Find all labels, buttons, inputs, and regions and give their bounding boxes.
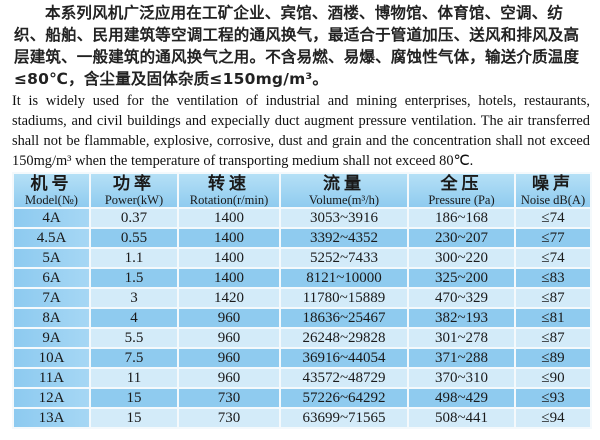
cell-volume: 3392~4352 — [279, 227, 409, 249]
cell-volume: 57226~64292 — [279, 387, 409, 409]
table-row: 13A 15 730 63699~71565 508~441 ≤94 — [12, 407, 592, 429]
cell-model: 13A — [12, 407, 91, 429]
cell-power: 1.1 — [89, 247, 179, 269]
cell-model: 10A — [12, 347, 91, 369]
header-pressure: 全压 Pressure (Pa) — [407, 172, 516, 209]
header-rotation: 转速 Rotation(r/min) — [177, 172, 281, 209]
cell-volume: 5252~7433 — [279, 247, 409, 269]
cell-power: 15 — [89, 407, 179, 429]
cell-rotation: 730 — [177, 387, 281, 409]
cell-pressure: 470~329 — [407, 287, 516, 309]
cell-volume: 8121~10000 — [279, 267, 409, 289]
header-volume: 流量 Volume(m³/h) — [279, 172, 409, 209]
table-row: 5A 1.1 1400 5252~7433 300~220 ≤74 — [12, 247, 592, 269]
cell-noise: ≤83 — [514, 267, 592, 289]
header-model: 机号 Model(№) — [12, 172, 91, 209]
cell-pressure: 370~310 — [407, 367, 516, 389]
cell-volume: 26248~29828 — [279, 327, 409, 349]
cell-pressure: 371~288 — [407, 347, 516, 369]
cell-power: 15 — [89, 387, 179, 409]
cell-rotation: 960 — [177, 367, 281, 389]
cell-pressure: 508~441 — [407, 407, 516, 429]
specs-table: 机号 Model(№) 功率 Power(kW) 转速 Rotation(r/min)… — [12, 172, 592, 429]
header-noise: 噪声 Noise dB(A) — [514, 172, 592, 209]
header-power: 功率 Power(kW) — [89, 172, 179, 209]
cell-pressure: 498~429 — [407, 387, 516, 409]
cell-power: 0.37 — [89, 207, 179, 229]
cell-rotation: 960 — [177, 307, 281, 329]
cell-power: 5.5 — [89, 327, 179, 349]
table-header: 机号 Model(№) 功率 Power(kW) 转速 Rotation(r/min)… — [12, 172, 592, 209]
table-row: 11A 11 960 43572~48729 370~310 ≤90 — [12, 367, 592, 389]
cell-noise: ≤89 — [514, 347, 592, 369]
cell-rotation: 1400 — [177, 267, 281, 289]
cell-power: 11 — [89, 367, 179, 389]
cell-noise: ≤74 — [514, 207, 592, 229]
cell-volume: 18636~25467 — [279, 307, 409, 329]
cell-volume: 36916~44054 — [279, 347, 409, 369]
cell-pressure: 300~220 — [407, 247, 516, 269]
cell-pressure: 301~278 — [407, 327, 516, 349]
cell-rotation: 1400 — [177, 207, 281, 229]
intro-chinese: 本系列风机广泛应用在工矿企业、宾馆、酒楼、博物馆、体育馆、空调、纺织、船舶、民用… — [14, 4, 580, 88]
cell-model: 6A — [12, 267, 91, 289]
cell-volume: 43572~48729 — [279, 367, 409, 389]
table-row: 6A 1.5 1400 8121~10000 325~200 ≤83 — [12, 267, 592, 289]
table-row: 4A 0.37 1400 3053~3916 186~168 ≤74 — [12, 207, 592, 229]
cell-model: 4A — [12, 207, 91, 229]
cell-model: 5A — [12, 247, 91, 269]
cell-model: 8A — [12, 307, 91, 329]
cell-model: 7A — [12, 287, 91, 309]
cell-rotation: 1400 — [177, 247, 281, 269]
cell-noise: ≤94 — [514, 407, 592, 429]
cell-noise: ≤87 — [514, 327, 592, 349]
cell-rotation: 1420 — [177, 287, 281, 309]
table-row: 9A 5.5 960 26248~29828 301~278 ≤87 — [12, 327, 592, 349]
cell-rotation: 730 — [177, 407, 281, 429]
table-row: 4.5A 0.55 1400 3392~4352 230~207 ≤77 — [12, 227, 592, 249]
cell-power: 7.5 — [89, 347, 179, 369]
cell-pressure: 230~207 — [407, 227, 516, 249]
cell-volume: 3053~3916 — [279, 207, 409, 229]
cell-model: 12A — [12, 387, 91, 409]
cell-pressure: 186~168 — [407, 207, 516, 229]
table-row: 10A 7.5 960 36916~44054 371~288 ≤89 — [12, 347, 592, 369]
cell-rotation: 1400 — [177, 227, 281, 249]
table-row: 8A 4 960 18636~25467 382~193 ≤81 — [12, 307, 592, 329]
cell-model: 9A — [12, 327, 91, 349]
cell-power: 0.55 — [89, 227, 179, 249]
cell-rotation: 960 — [177, 347, 281, 369]
cell-noise: ≤81 — [514, 307, 592, 329]
cell-noise: ≤90 — [514, 367, 592, 389]
cell-pressure: 325~200 — [407, 267, 516, 289]
cell-volume: 63699~71565 — [279, 407, 409, 429]
cell-volume: 11780~15889 — [279, 287, 409, 309]
cell-model: 11A — [12, 367, 91, 389]
cell-noise: ≤77 — [514, 227, 592, 249]
cell-noise: ≤74 — [514, 247, 592, 269]
table-row: 12A 15 730 57226~64292 498~429 ≤93 — [12, 387, 592, 409]
cell-noise: ≤93 — [514, 387, 592, 409]
cell-power: 4 — [89, 307, 179, 329]
table-row: 7A 3 1420 11780~15889 470~329 ≤87 — [12, 287, 592, 309]
cell-rotation: 960 — [177, 327, 281, 349]
cell-power: 1.5 — [89, 267, 179, 289]
cell-model: 4.5A — [12, 227, 91, 249]
cell-noise: ≤87 — [514, 287, 592, 309]
cell-power: 3 — [89, 287, 179, 309]
cell-pressure: 382~193 — [407, 307, 516, 329]
intro-english: It is widely used for the ventilation of… — [12, 93, 590, 169]
